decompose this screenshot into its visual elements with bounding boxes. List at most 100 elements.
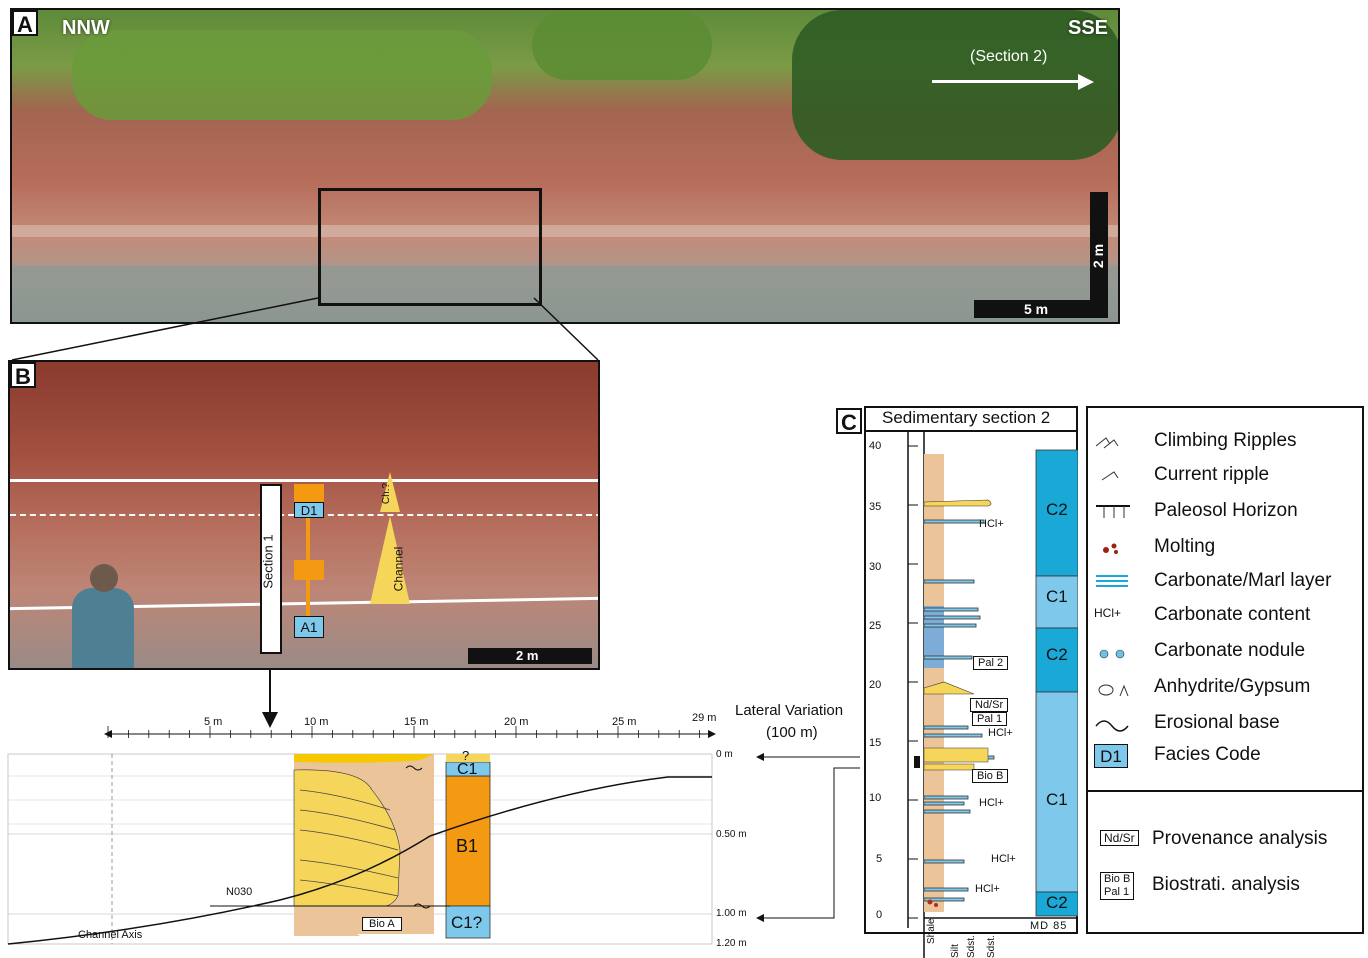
legend-label: Carbonate content: [1154, 604, 1311, 625]
c-tick-35: 35: [869, 501, 882, 513]
nodule-icon: [1099, 649, 1125, 659]
section-2-label: (Section 2): [970, 48, 1048, 65]
legend-label: Anhydrite/Gypsum: [1154, 676, 1311, 697]
channel-triangles: [370, 472, 410, 604]
legend-label: Facies Code: [1154, 744, 1261, 765]
section-c-title: Sedimentary section 2: [882, 408, 1051, 427]
hcl-10: HCl+: [979, 797, 1004, 809]
arrowhead-icon: [1078, 74, 1094, 90]
hcl-icon: HCl+: [1094, 606, 1122, 620]
legend-label: Provenance analysis: [1152, 828, 1328, 849]
facies-a1: A1: [294, 616, 324, 638]
legend-biostrati: Bio B Pal 1 Biostrati. analysis: [1100, 870, 1360, 904]
panel-a-photo: 5 m 2 m (Section 2): [10, 8, 1120, 324]
facies-code-icon: D1: [1094, 744, 1128, 768]
section-1-bar: [260, 484, 282, 654]
lateral-title-2: (100 m): [766, 724, 818, 741]
facies-question: ?: [462, 748, 470, 763]
facies-block-c2-mid: C2: [1046, 645, 1068, 664]
depth-0m: 0 m: [716, 749, 733, 760]
legend-label: Biostrati. analysis: [1152, 874, 1300, 895]
x-tick-20m: 20 m: [504, 716, 529, 728]
legend-label: Molting: [1154, 536, 1216, 557]
box-biob: Bio B: [972, 769, 1009, 783]
c-tick-15: 15: [869, 737, 882, 749]
grain-sdst-2: Sdst.: [986, 935, 997, 958]
direction-nnw: NNW: [62, 17, 110, 39]
c-tick-5: 5: [876, 853, 883, 865]
hcl-5: HCl+: [991, 853, 1016, 865]
x-tick-15m: 15 m: [404, 716, 429, 728]
legend-list: Climbing Ripples Current ripple Paleosol…: [1094, 430, 1358, 790]
c-tick-40: 40: [869, 440, 882, 452]
legend-label: Carbonate/Marl layer: [1154, 570, 1332, 591]
person: [72, 588, 134, 668]
site-label: MD 85: [1030, 920, 1068, 932]
x-tick-25m: 25 m: [612, 716, 637, 728]
facies-block-c2-top: C2: [1046, 500, 1068, 519]
current-ripple-icon: [1101, 471, 1119, 481]
hcl-2: HCl+: [975, 883, 1000, 895]
legend-box: [1086, 406, 1364, 934]
c-tick-20: 20: [869, 679, 882, 691]
molting-icon: [1103, 543, 1118, 554]
legend-divider: [1086, 790, 1364, 792]
legend-label: Erosional base: [1154, 712, 1280, 733]
scale-bar-horizontal: [974, 300, 1108, 318]
x-tick-29m: 29 m: [692, 712, 717, 724]
panel-b-scale-bar: [468, 648, 592, 664]
depth-120m: 1.20 m: [716, 938, 747, 949]
x-tick-5m: 5 m: [204, 716, 223, 728]
grain-silt: Silt: [950, 944, 961, 958]
grain-shale: Shale: [926, 918, 937, 944]
box-pal2: Pal 2: [973, 656, 1009, 670]
biob-symbol: Bio B Pal 1: [1100, 872, 1135, 900]
climbing-ripples-icon: [1095, 437, 1119, 449]
legend-provenance: Nd/Sr Provenance analysis: [1100, 828, 1360, 854]
section-2-arrow: [932, 80, 1082, 83]
scale-bar-vertical: [1090, 192, 1108, 318]
c-tick-30: 30: [869, 561, 882, 573]
section-c-title-box: [864, 406, 1078, 432]
channel-label: Channel: [391, 546, 406, 592]
anhydrite-icon: [1098, 684, 1129, 697]
bio-a-box: Bio A: [362, 917, 402, 931]
ndsr-symbol: Nd/Sr: [1100, 830, 1139, 846]
c-tick-0: 0: [876, 909, 883, 921]
legend-label: Current ripple: [1154, 464, 1270, 485]
direction-sse: SSE: [1068, 17, 1109, 39]
scale-label-5m: 5 m: [1024, 301, 1049, 317]
zoom-box: [318, 188, 542, 306]
legend-label: Carbonate nodule: [1154, 640, 1306, 661]
biob-line: Bio B: [1104, 873, 1131, 885]
facies-b1: B1: [456, 836, 479, 856]
channel-axis-label: Channel Axis: [78, 929, 143, 941]
grain-sdst-1: Sdst.: [966, 935, 977, 958]
panel-b-scale-label: 2 m: [516, 648, 539, 663]
hcl-35: HCl+: [979, 518, 1004, 530]
lateral-section: [7, 726, 860, 945]
pal1-line: Pal 1: [1104, 886, 1130, 898]
panel-c-letter: C: [836, 408, 862, 435]
carbonate-layer-icon: [1096, 575, 1128, 587]
c-tick-25: 25: [869, 620, 882, 632]
box-pal1: Pal 1: [972, 712, 1008, 726]
facies-d1: D1: [294, 502, 324, 518]
depth-100m: 1.00 m: [716, 908, 747, 919]
section-c-log: [907, 430, 1078, 958]
hcl-16: HCl+: [988, 727, 1013, 739]
bearing-label: N030: [226, 886, 253, 898]
lateral-title-1: Lateral Variation: [735, 702, 844, 719]
facies-block-c1-b: C1: [1046, 790, 1068, 809]
section-1-label: Section 1: [260, 534, 276, 589]
facies-c1q: C1?: [451, 913, 483, 932]
facies-c1: C1: [457, 761, 478, 778]
facies-block-c2-bot: C2: [1046, 893, 1068, 912]
panel-a-letter: A: [12, 10, 38, 37]
legend-label: Climbing Ripples: [1154, 430, 1297, 451]
facies-block-c1-a: C1: [1046, 587, 1068, 606]
depth-050m: 0.50 m: [716, 829, 747, 840]
legend-label: Paleosol Horizon: [1154, 500, 1298, 521]
erosional-base-icon: [1095, 720, 1129, 732]
paleosol-icon: [1096, 505, 1130, 518]
